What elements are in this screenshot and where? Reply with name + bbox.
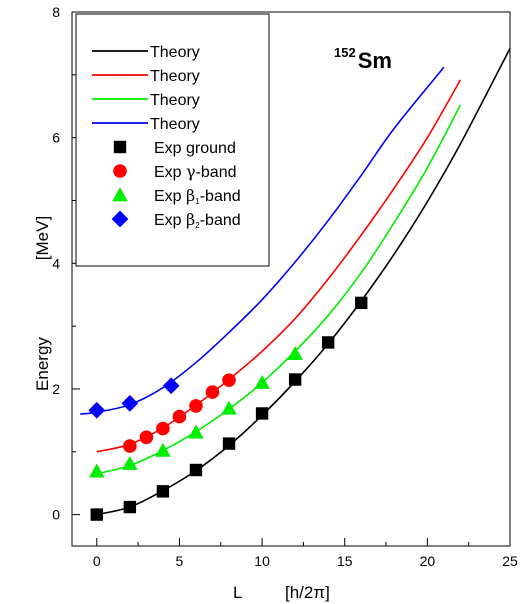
legend-box	[75, 13, 270, 267]
data-point	[90, 508, 103, 521]
legend-label: Theory	[150, 116, 200, 133]
legend-item: Theory	[92, 116, 200, 133]
legend-item: Theory	[92, 44, 200, 61]
y-axis-label: Energy	[33, 337, 52, 391]
legend-label: Theory	[150, 44, 200, 61]
data-point	[156, 485, 170, 498]
y-tick-label: 8	[52, 4, 60, 20]
isotope-mass-number: 152	[334, 45, 356, 60]
x-axis-label: L	[233, 583, 242, 602]
x-axis-unit: [h/2π]	[285, 583, 330, 602]
legend: Theory Theory Theory Theory Exp ground Exp γ-…	[92, 44, 241, 230]
data-point	[188, 424, 204, 439]
data-point	[255, 407, 269, 420]
x-tick-label: 10	[254, 553, 270, 569]
legend-swatch	[112, 187, 128, 202]
y-tick-label: 4	[52, 255, 60, 271]
series-7	[88, 377, 180, 419]
data-point	[172, 409, 187, 424]
legend-item: Theory	[92, 68, 200, 85]
data-point	[89, 463, 105, 478]
data-point	[123, 500, 137, 514]
series-6	[89, 346, 303, 478]
legend-label: Theory	[150, 68, 200, 85]
legend-item: Theory	[92, 92, 200, 109]
x-tick-label: 0	[93, 553, 101, 569]
data-point	[121, 395, 139, 412]
data-point	[123, 439, 137, 453]
y-axis-unit: [MeV]	[33, 216, 52, 260]
legend-label: Exp γ-band	[154, 162, 237, 181]
y-tick-label: 6	[52, 130, 60, 146]
data-point	[189, 463, 203, 477]
data-point	[222, 373, 236, 387]
legend-label: Exp β2-band	[154, 210, 241, 230]
legend-label: Exp β1-band	[154, 186, 241, 206]
data-point	[139, 430, 154, 445]
x-tick-label: 25	[502, 553, 518, 569]
x-tick-label: 5	[176, 553, 184, 569]
legend-item: Exp ground	[113, 140, 236, 157]
data-point	[355, 296, 368, 310]
data-point	[189, 399, 203, 413]
data-point	[287, 346, 303, 360]
legend-item: Exp β1-band	[112, 186, 241, 206]
series-layer	[80, 48, 511, 521]
legend-swatch	[111, 210, 129, 228]
legend-swatch	[113, 164, 127, 178]
data-point	[321, 336, 335, 349]
legend-item: Exp γ-band	[113, 162, 237, 181]
legend-item: Exp β2-band	[111, 210, 241, 230]
isotope-element: Sm	[358, 48, 392, 73]
x-tick-label: 15	[337, 553, 353, 569]
data-point	[155, 442, 171, 457]
data-point	[122, 455, 138, 470]
data-point	[222, 437, 236, 450]
x-tick-label: 20	[420, 553, 436, 569]
axis-layer: 0 5 10 15 20 25 0 2 4 6 8	[52, 4, 518, 569]
isotope-label: 152Sm	[334, 45, 392, 73]
data-point	[156, 421, 170, 436]
plot-frame	[71, 11, 511, 547]
data-point	[221, 400, 237, 415]
y-axis-title-group: Energy [MeV]	[33, 216, 52, 391]
series-5	[123, 373, 236, 453]
data-point	[162, 377, 180, 395]
legend-label: Theory	[150, 92, 200, 109]
legend-swatch	[113, 140, 127, 154]
data-point	[205, 385, 220, 399]
data-point	[254, 374, 270, 389]
data-point	[288, 373, 302, 386]
y-tick-label: 2	[52, 381, 60, 397]
y-tick-label: 0	[52, 507, 60, 523]
data-point	[88, 401, 106, 419]
series-4	[90, 296, 368, 521]
legend-label: Exp ground	[154, 140, 236, 157]
